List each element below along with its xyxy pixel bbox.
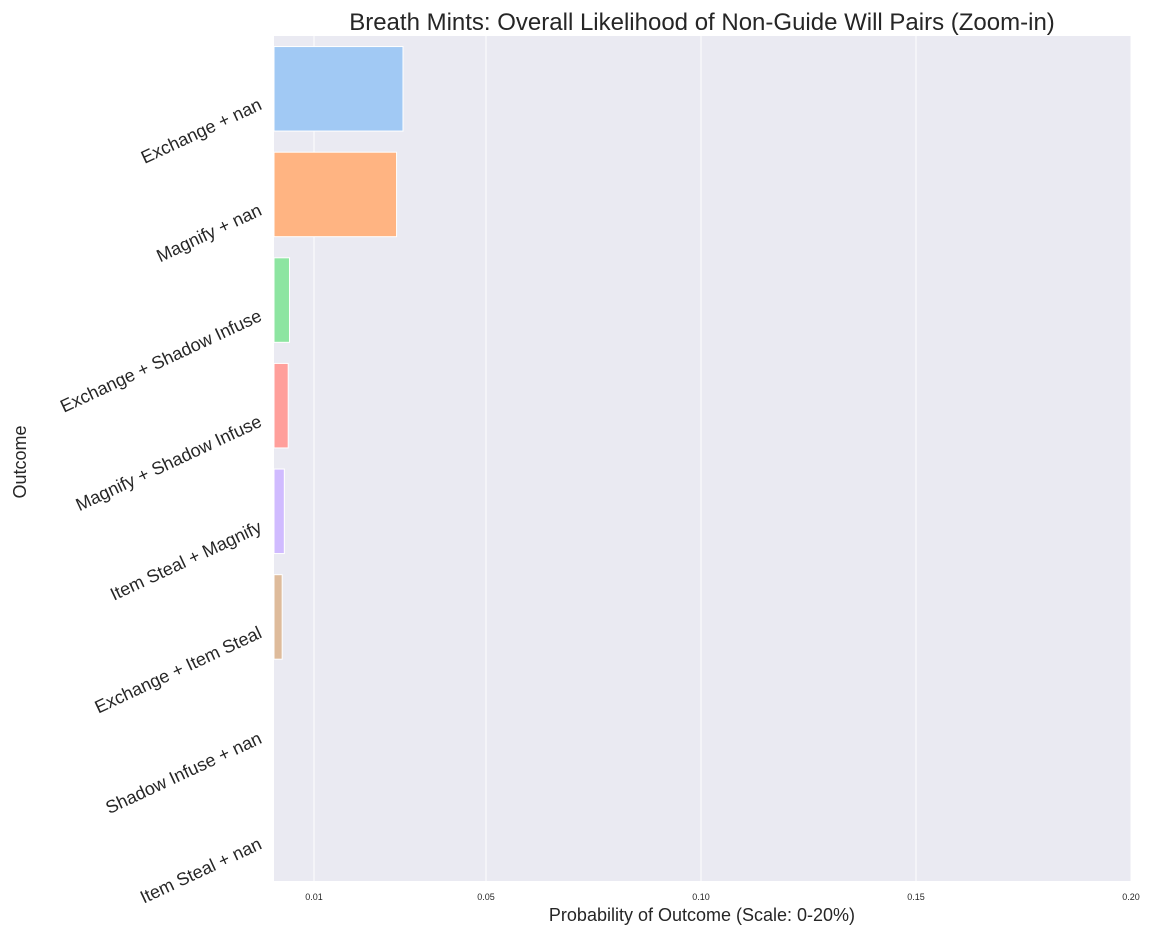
chart-title: Breath Mints: Overall Likelihood of Non-…	[349, 9, 1055, 36]
bar	[273, 151, 398, 238]
y-axis-label: Outcome	[10, 425, 30, 498]
x-tick-label: 0.01	[305, 892, 323, 902]
y-tick-label: Exchange + Item Steal	[92, 622, 265, 717]
bars	[273, 46, 404, 660]
x-axis-label: Probability of Outcome (Scale: 0-20%)	[549, 905, 855, 925]
x-tick-label: 0.05	[477, 892, 495, 902]
plot-background	[274, 36, 1131, 881]
x-tick-label: 0.20	[1122, 892, 1140, 902]
y-tick-label: Magnify + Shadow Infuse	[73, 411, 265, 515]
y-tick-label: Shadow Infuse + nan	[102, 728, 264, 818]
grid-lines	[313, 36, 1132, 881]
bar	[273, 574, 283, 660]
x-tick-label: 0.15	[907, 892, 925, 902]
x-tick-label: 0.10	[692, 892, 710, 902]
bar	[273, 362, 289, 449]
y-tick-label: Item Steal + nan	[137, 834, 265, 908]
bar	[273, 46, 404, 132]
y-tick-label: Exchange + nan	[138, 94, 265, 167]
y-tick-label: Exchange + Shadow Infuse	[57, 306, 265, 417]
y-tick-labels: Exchange + nan Magnify + nan Exchange + Sh…	[57, 94, 265, 907]
bar	[273, 257, 290, 343]
bar	[273, 468, 285, 555]
y-tick-label: Item Steal + Magnify	[107, 517, 265, 605]
y-tick-label: Magnify + nan	[153, 200, 264, 266]
x-tick-labels: 0.01 0.05 0.10 0.15 0.20	[305, 892, 1140, 902]
